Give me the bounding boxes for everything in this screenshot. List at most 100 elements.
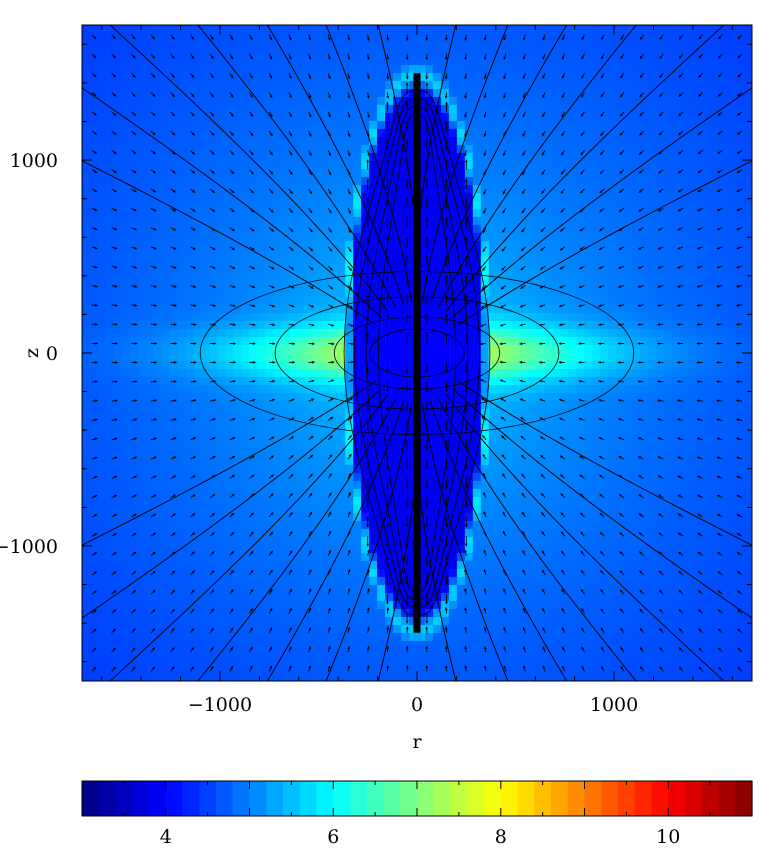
heatmap-cell bbox=[185, 577, 195, 586]
heatmap-cell bbox=[145, 137, 155, 146]
heatmap-cell bbox=[113, 577, 123, 586]
heatmap-cell bbox=[193, 417, 203, 426]
heatmap-cell bbox=[544, 441, 554, 450]
heatmap-cell bbox=[97, 321, 107, 330]
heatmap-cell bbox=[137, 569, 147, 578]
heatmap-cell bbox=[265, 385, 275, 394]
heatmap-cell bbox=[273, 249, 283, 258]
heatmap-cell bbox=[305, 177, 314, 186]
heatmap-cell bbox=[504, 337, 514, 346]
heatmap-cell bbox=[217, 241, 227, 250]
heatmap-cell bbox=[377, 49, 386, 58]
heatmap-cell bbox=[225, 25, 235, 34]
heatmap-cell bbox=[281, 521, 290, 530]
heatmap-cell bbox=[512, 377, 522, 386]
heatmap-cell bbox=[544, 489, 554, 498]
heatmap-cell bbox=[321, 401, 330, 410]
heatmap-cell bbox=[417, 41, 426, 50]
heatmap-cell bbox=[89, 249, 99, 258]
heatmap-cell bbox=[480, 97, 490, 106]
heatmap-cell bbox=[401, 345, 410, 354]
heatmap-cell bbox=[432, 649, 442, 658]
heatmap-cell bbox=[169, 33, 179, 42]
heatmap-cell bbox=[273, 537, 283, 546]
heatmap-cell bbox=[393, 225, 402, 234]
heatmap-cell bbox=[89, 65, 99, 74]
heatmap-cell bbox=[464, 121, 474, 130]
heatmap-cell bbox=[257, 625, 267, 634]
heatmap-cell bbox=[257, 353, 267, 362]
heatmap-cell bbox=[305, 409, 314, 418]
heatmap-cell bbox=[321, 433, 330, 442]
heatmap-cell bbox=[82, 409, 91, 418]
heatmap-cell bbox=[89, 41, 99, 50]
heatmap-cell bbox=[504, 313, 514, 322]
heatmap-cell bbox=[217, 145, 227, 154]
heatmap-cell bbox=[440, 225, 450, 234]
heatmap-cell bbox=[464, 417, 474, 426]
heatmap-cell bbox=[353, 217, 362, 226]
heatmap-cell bbox=[544, 457, 554, 466]
heatmap-cell bbox=[121, 377, 131, 386]
heatmap-cell bbox=[161, 201, 171, 210]
heatmap-cell bbox=[440, 361, 450, 370]
heatmap-cell bbox=[377, 569, 386, 578]
heatmap-cell bbox=[257, 657, 267, 666]
heatmap-cell bbox=[313, 33, 322, 42]
heatmap-cell bbox=[488, 673, 498, 681]
heatmap-cell bbox=[369, 641, 378, 650]
heatmap-cell bbox=[82, 553, 91, 562]
heatmap-cell bbox=[153, 529, 163, 538]
heatmap-cell bbox=[424, 185, 434, 194]
heatmap-cell bbox=[177, 481, 187, 490]
heatmap-cell bbox=[377, 369, 386, 378]
heatmap-cell bbox=[169, 657, 179, 666]
heatmap-cell bbox=[265, 553, 275, 562]
heatmap-cell bbox=[536, 129, 546, 138]
heatmap-cell bbox=[217, 609, 227, 618]
heatmap-cell bbox=[273, 105, 283, 114]
heatmap-cell bbox=[488, 65, 498, 74]
heatmap-cell bbox=[401, 201, 410, 210]
heatmap-cell bbox=[273, 137, 283, 146]
heatmap-cell bbox=[512, 145, 522, 154]
heatmap-cell bbox=[249, 161, 259, 170]
heatmap-cell bbox=[89, 121, 99, 130]
heatmap-cell bbox=[321, 529, 330, 538]
heatmap-cell bbox=[448, 601, 458, 610]
heatmap-cell bbox=[440, 153, 450, 162]
heatmap-cell bbox=[385, 633, 394, 642]
heatmap-cell bbox=[209, 409, 219, 418]
heatmap-cell bbox=[377, 81, 386, 90]
heatmap-cell bbox=[249, 105, 259, 114]
heatmap-cell bbox=[417, 393, 426, 402]
heatmap-cell bbox=[361, 241, 370, 250]
heatmap-cell bbox=[185, 449, 195, 458]
heatmap-cell bbox=[528, 481, 538, 490]
heatmap-cell bbox=[472, 417, 482, 426]
heatmap-cell bbox=[432, 257, 442, 266]
heatmap-cell bbox=[177, 377, 187, 386]
heatmap-cell bbox=[289, 609, 298, 618]
heatmap-cell bbox=[321, 497, 330, 506]
heatmap-cell bbox=[337, 497, 346, 506]
heatmap-cell bbox=[472, 641, 482, 650]
heatmap-cell bbox=[361, 145, 370, 154]
heatmap-cell bbox=[145, 289, 155, 298]
heatmap-cell bbox=[361, 265, 370, 274]
heatmap-cell bbox=[385, 433, 394, 442]
heatmap-cell bbox=[313, 161, 322, 170]
heatmap-cell bbox=[82, 297, 91, 306]
heatmap-cell bbox=[105, 577, 115, 586]
heatmap-cell bbox=[488, 313, 498, 322]
heatmap-cell bbox=[185, 537, 195, 546]
heatmap-cell bbox=[313, 601, 322, 610]
heatmap-cell bbox=[424, 177, 434, 186]
heatmap-cell bbox=[145, 409, 155, 418]
heatmap-cell bbox=[97, 593, 107, 602]
heatmap-cell bbox=[536, 289, 546, 298]
heatmap-cell bbox=[488, 497, 498, 506]
heatmap-cell bbox=[145, 193, 155, 202]
heatmap-cell bbox=[121, 345, 131, 354]
heatmap-cell bbox=[353, 585, 362, 594]
